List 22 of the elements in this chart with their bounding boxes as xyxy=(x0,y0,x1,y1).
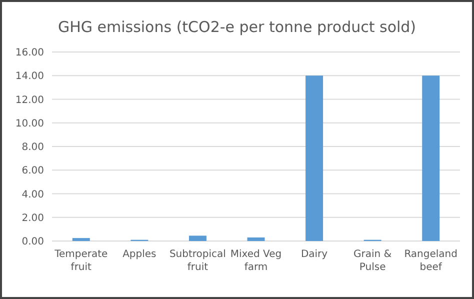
bar xyxy=(72,238,90,241)
y-tick-label: 14.00 xyxy=(15,71,44,82)
bar xyxy=(188,236,206,241)
x-tick-label: Dairy xyxy=(300,249,328,260)
y-tick-label: 12.00 xyxy=(15,94,44,106)
chart-title: GHG emissions (tCO2-e per tonne product sold) xyxy=(58,18,416,36)
y-tick-label: 6.00 xyxy=(22,166,44,177)
bar xyxy=(422,76,440,241)
x-tick-label: Rangeland beef xyxy=(404,249,458,273)
y-tick-label: 8.00 xyxy=(22,142,44,153)
x-tick-label: Subtropical fruit xyxy=(169,249,226,273)
y-tick-label: 10.00 xyxy=(15,118,44,130)
y-tick-label: 16.00 xyxy=(15,48,44,58)
x-tick-label: Grain & Pulse xyxy=(354,249,392,273)
y-tick-label: 4.00 xyxy=(22,189,44,200)
bar xyxy=(306,76,324,241)
x-tick-label: Apples xyxy=(122,249,156,260)
x-tick-label: Temperate fruit xyxy=(54,249,108,273)
x-tick-label: Mixed Veg farm xyxy=(230,249,282,273)
y-tick-label: 0.00 xyxy=(22,236,44,248)
bar xyxy=(247,237,265,241)
y-tick-label: 2.00 xyxy=(22,212,44,224)
